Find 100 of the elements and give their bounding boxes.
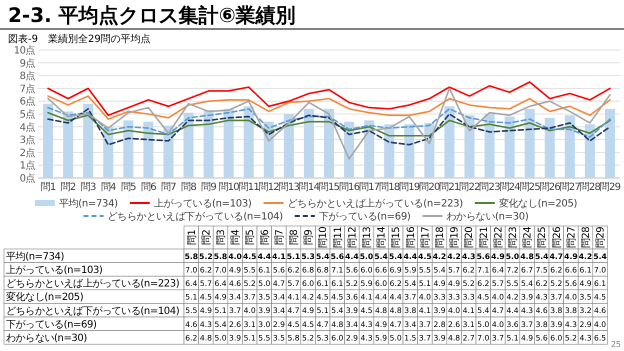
x-tick-label: 問22 (493, 226, 504, 248)
x-tick-label: 問13 (362, 226, 373, 248)
x-tick-label: 問1 (186, 230, 198, 246)
y-tick-label: 7点 (20, 82, 36, 95)
y-tick-label: どちらかといえば下がっている(n=104) (6, 306, 180, 317)
bar (43, 104, 54, 178)
bar (464, 115, 474, 178)
y-tick-label: 1点 (20, 160, 36, 172)
bar (284, 114, 294, 178)
x-tick-label: 問24 (499, 182, 520, 193)
bar (63, 111, 74, 178)
y-tick-label: 10点 (14, 44, 36, 56)
bar (484, 114, 495, 178)
legend-label: 下がっている(n=69) (318, 212, 411, 222)
x-tick-label: 問24 (522, 226, 534, 248)
x-tick-label: 問23 (479, 182, 500, 193)
line-series (47, 88, 611, 160)
bar (83, 104, 94, 178)
x-tick-label: 問26 (539, 182, 560, 193)
y-tick-label: 変化なし(n=205) (6, 291, 84, 304)
chart-title: 2-3. 平均点クロス集計⑥業績別 (8, 3, 296, 27)
y-tick-label: 5点 (20, 108, 36, 120)
y-tick-label: 下がっている(n=69) (6, 319, 97, 330)
x-tick-label: 問6 (140, 182, 156, 193)
x-tick-label: 問7 (274, 230, 286, 246)
x-tick-label: 問8 (289, 230, 300, 246)
x-tick-label: 問3 (216, 230, 227, 246)
line-series (47, 81, 611, 116)
y-tick-label: 8点 (20, 70, 36, 82)
line-series (47, 108, 611, 146)
x-tick-label: 問2 (60, 182, 76, 193)
legend-label: 変化なし(n=205) (498, 198, 578, 210)
x-tick-label: 問9 (304, 230, 315, 246)
x-tick-label: 問4 (100, 182, 116, 193)
y-tick-label: 上がっている(n=103) (6, 264, 103, 276)
bar (244, 106, 254, 178)
x-tick-label: 問12 (258, 182, 280, 193)
x-tick-label: 問23 (508, 226, 519, 248)
x-tick-label: 問15 (391, 226, 402, 248)
x-tick-label: 問7 (160, 182, 176, 193)
bar (404, 124, 414, 178)
x-tick-label: 問19 (450, 226, 461, 248)
bar (604, 108, 615, 178)
x-tick-label: 問14 (298, 182, 320, 193)
x-tick-label: 問13 (278, 182, 300, 193)
x-tick-label: 問26 (552, 226, 563, 248)
bar (544, 118, 555, 178)
x-tick-label: 問1 (40, 182, 56, 193)
x-tick-label: 問27 (566, 226, 578, 248)
x-tick-label: 問11 (332, 226, 344, 248)
x-tick-label: 問27 (560, 182, 580, 193)
x-tick-label: 問16 (406, 226, 417, 248)
x-tick-label: 問12 (347, 226, 358, 248)
x-tick-label: 問10 (218, 182, 240, 193)
y-tick-label: 4点 (20, 121, 36, 134)
legend-label: どちらかといえば下がっている(n=104) (108, 212, 284, 222)
line-series (47, 106, 611, 138)
x-tick-label: 問8 (181, 182, 196, 193)
x-tick-label: 問16 (338, 182, 360, 193)
bar (504, 116, 515, 178)
x-tick-label: 問5 (120, 182, 136, 193)
legend-label: わからない(n=30) (446, 212, 529, 222)
x-tick-label: 問21 (439, 182, 460, 193)
x-tick-label: 問10 (318, 226, 330, 248)
x-tick-label: 問6 (260, 230, 271, 246)
x-tick-label: 問20 (464, 226, 476, 248)
x-tick-label: 問21 (478, 226, 490, 248)
x-tick-label: 問29 (596, 226, 607, 248)
x-tick-label: 問3 (80, 182, 96, 193)
bar (564, 115, 575, 178)
x-tick-label: 問14 (376, 226, 388, 248)
bar (123, 120, 134, 178)
bar (444, 106, 454, 178)
x-tick-label: 問20 (419, 182, 440, 193)
x-tick-label: 問29 (600, 182, 621, 193)
bar (143, 122, 154, 178)
line-series (47, 95, 611, 120)
line-series (47, 112, 611, 137)
x-tick-label: 問22 (459, 182, 480, 193)
y-tick-label: 0点 (20, 172, 36, 184)
x-tick-label: 問25 (537, 226, 548, 248)
bar (524, 108, 535, 178)
x-tick-label: 問17 (420, 226, 432, 248)
x-tick-label: 問4 (230, 230, 242, 246)
y-tick-label: わからない(n=30) (6, 333, 88, 344)
chart-subtitle: 図表-9 業績別全29問の平均点 (8, 33, 151, 45)
text: 25 (610, 340, 621, 349)
x-tick-label: 問2 (201, 230, 212, 246)
legend-label: 上がっている(n=103) (154, 198, 252, 210)
bar (184, 112, 194, 178)
y-tick-label: 6点 (20, 96, 36, 108)
bar (304, 108, 314, 178)
x-tick-label: 問5 (245, 230, 256, 246)
bar (384, 124, 394, 178)
bar (204, 110, 214, 178)
bar (224, 108, 234, 178)
x-tick-label: 問28 (581, 226, 592, 248)
y-tick-label: 3点 (20, 134, 36, 146)
y-tick-label: 2点 (20, 146, 36, 159)
y-tick-label: 平均(n=734) (6, 250, 65, 262)
